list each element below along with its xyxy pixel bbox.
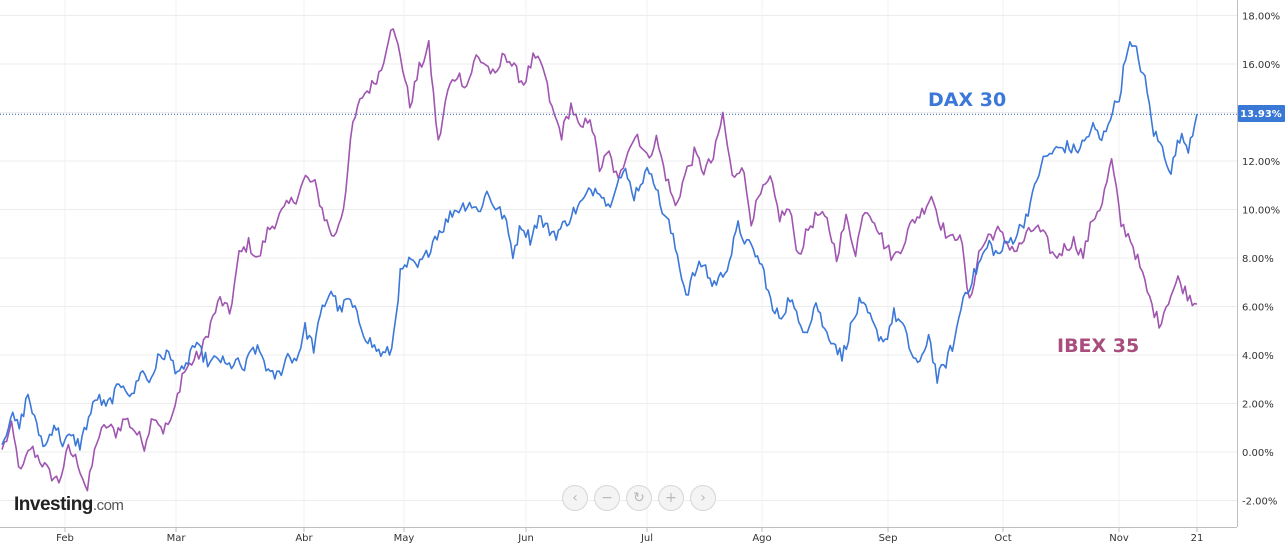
series-layer xyxy=(1,28,1198,492)
x-tick-label: Nov xyxy=(1109,533,1129,544)
x-tick-label: May xyxy=(394,533,415,544)
gridlines xyxy=(0,0,1237,527)
y-tick-label: 6.00% xyxy=(1242,303,1274,314)
y-tick-label: 10.00% xyxy=(1242,206,1280,217)
y-tick-label: 18.00% xyxy=(1242,12,1280,23)
current-value-tag: 13.93% xyxy=(1238,105,1285,122)
y-tick-label: 4.00% xyxy=(1242,351,1274,362)
scroll-right-button[interactable]: › xyxy=(690,485,716,511)
series-line-dax-30 xyxy=(1,41,1198,451)
current-value-label: 13.93% xyxy=(1240,109,1282,120)
zoom-out-button[interactable]: − xyxy=(594,485,620,511)
chart-controls: ‹ − ↻ + › xyxy=(562,485,716,511)
y-tick-label: 8.00% xyxy=(1242,254,1274,265)
zoom-in-button[interactable]: + xyxy=(658,485,684,511)
y-axis: 18.00%16.00%14.00%12.00%10.00%8.00%6.00%… xyxy=(1237,0,1280,527)
logo-suffix: .com xyxy=(92,497,124,514)
reset-button[interactable]: ↻ xyxy=(626,485,652,511)
x-tick-label: Mar xyxy=(167,533,187,544)
x-tick-label: Sep xyxy=(879,533,898,544)
scroll-left-button[interactable]: ‹ xyxy=(562,485,588,511)
logo-brand: Investing xyxy=(14,494,93,515)
y-tick-label: 2.00% xyxy=(1242,400,1274,411)
investing-logo: Investing.com xyxy=(14,494,124,516)
x-tick-label: Abr xyxy=(295,533,313,544)
series-label-ibex: IBEX 35 xyxy=(1057,335,1139,357)
x-tick-label: 21 xyxy=(1191,533,1204,544)
x-tick-label: Feb xyxy=(56,533,74,544)
y-tick-label: 12.00% xyxy=(1242,157,1280,168)
x-tick-label: Ago xyxy=(752,533,771,544)
x-axis: Feb Mar Abr May Jun Jul Ago Sep Oct Nov 21 xyxy=(0,527,1237,544)
y-tick-label: -2.00% xyxy=(1242,497,1277,508)
y-tick-label: 16.00% xyxy=(1242,60,1280,71)
y-tick-label: 0.00% xyxy=(1242,448,1274,459)
x-tick-label: Jul xyxy=(640,533,653,544)
x-tick-label: Oct xyxy=(994,533,1011,544)
series-label-dax: DAX 30 xyxy=(928,89,1006,111)
x-tick-label: Jun xyxy=(517,533,534,544)
series-line-ibex-35 xyxy=(1,28,1198,492)
